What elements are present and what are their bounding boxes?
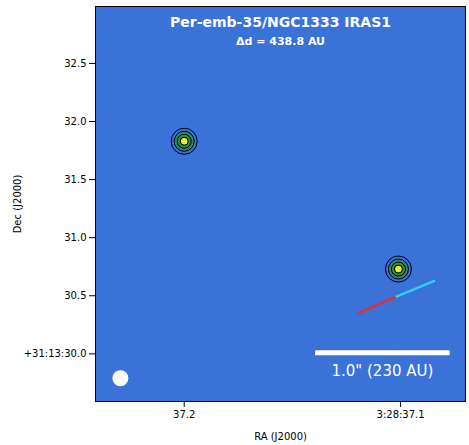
svg-text:RA (J2000): RA (J2000) [254,431,307,442]
svg-text:31.5: 31.5 [64,174,86,185]
svg-text:32.5: 32.5 [64,58,86,69]
svg-text:Dec (J2000): Dec (J2000) [12,175,23,234]
svg-text:3:28:37.1: 3:28:37.1 [377,409,425,420]
svg-text:Per-emb-35/NGC1333 IRAS1: Per-emb-35/NGC1333 IRAS1 [170,14,391,30]
svg-text:32.0: 32.0 [64,116,86,127]
svg-text:30.5: 30.5 [64,290,86,301]
svg-text:Δd = 438.8 AU: Δd = 438.8 AU [236,35,325,48]
svg-text:31.0: 31.0 [64,232,86,243]
svg-text:37.2: 37.2 [173,409,195,420]
svg-text:1.0" (230 AU): 1.0" (230 AU) [331,362,433,380]
svg-text:+31:13:30.0: +31:13:30.0 [24,348,87,359]
